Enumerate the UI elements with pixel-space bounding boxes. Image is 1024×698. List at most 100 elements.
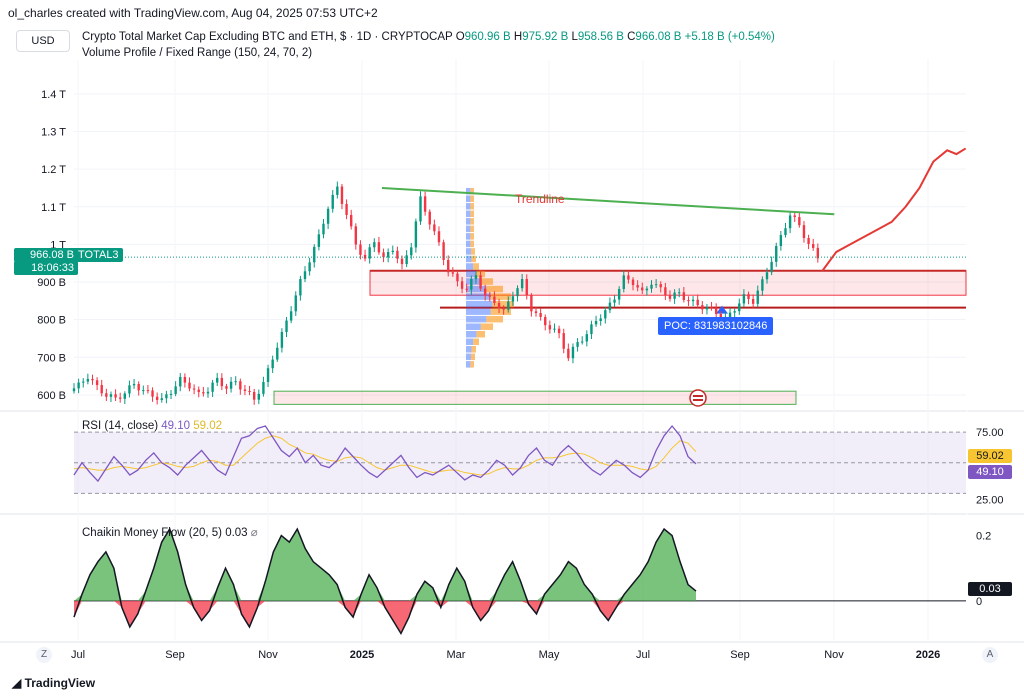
candle-body xyxy=(678,292,681,294)
candle-body xyxy=(682,292,686,301)
candle-body xyxy=(137,383,140,391)
candle-body xyxy=(641,287,644,291)
candle-body xyxy=(211,382,214,392)
candle-body xyxy=(802,225,806,239)
candle-body xyxy=(516,288,519,297)
candle-body xyxy=(146,390,150,392)
candle-body xyxy=(437,231,441,243)
candle-body xyxy=(142,390,145,392)
chart-attribution: ol_charles created with TradingView.com,… xyxy=(8,6,378,20)
candle-body xyxy=(567,348,570,359)
candle-body xyxy=(470,279,473,290)
candle-body xyxy=(807,238,810,245)
candle-body xyxy=(340,186,344,204)
y-tick-label: 800 B xyxy=(37,315,66,327)
candle-body xyxy=(479,275,482,289)
trendline xyxy=(381,186,835,216)
candle-body xyxy=(599,318,602,322)
support-zone xyxy=(369,270,967,296)
candles xyxy=(72,181,820,405)
candle-body xyxy=(765,272,769,280)
candle-body xyxy=(188,382,191,389)
candle-body xyxy=(382,252,385,258)
candle-body xyxy=(257,393,260,400)
volume-bar-up xyxy=(466,308,491,315)
y-tick-label: 1.3 T xyxy=(41,127,66,139)
volume-bar-up xyxy=(466,353,471,361)
candle-body xyxy=(488,295,491,297)
candle-body xyxy=(710,307,713,309)
rsi-tick-label: 25.00 xyxy=(976,494,1004,506)
x-tick-label: Nov xyxy=(258,649,278,661)
candle-body xyxy=(262,381,265,394)
footer-brand: TradingView xyxy=(24,676,96,690)
candle-body xyxy=(650,284,653,289)
candle-body xyxy=(530,295,533,312)
candle-body xyxy=(571,346,575,359)
candle-body xyxy=(608,302,612,311)
candle-body xyxy=(798,217,801,226)
candle-body xyxy=(775,246,778,262)
volume-bar-up xyxy=(466,218,471,225)
candle-body xyxy=(105,393,108,397)
cmf-value: 0.03 xyxy=(225,527,248,539)
symbol-tag: TOTAL3 xyxy=(74,248,123,262)
candle-body xyxy=(174,386,177,394)
candle-body xyxy=(271,359,274,369)
candle-body xyxy=(497,302,501,309)
candle-body xyxy=(289,311,293,321)
candle-body xyxy=(636,285,639,288)
candle-body xyxy=(276,347,279,360)
last-price-tag: 966.08 B xyxy=(14,248,78,262)
candle-body xyxy=(160,398,163,400)
candle-body xyxy=(197,389,200,393)
candle-body xyxy=(511,296,515,302)
candle-body xyxy=(400,258,404,265)
volume-bar-down xyxy=(470,225,474,233)
auto-scale-button[interactable]: A xyxy=(982,647,998,663)
candle-body xyxy=(119,397,122,399)
candle-body xyxy=(460,281,464,289)
x-tick-label: Jul xyxy=(636,649,650,661)
candle-body xyxy=(285,320,288,333)
currency-button[interactable]: USD xyxy=(16,30,70,52)
x-tick-label: May xyxy=(539,649,560,661)
candle-body xyxy=(691,299,695,302)
volume-bar-down xyxy=(490,293,511,300)
zoom-reset-button[interactable]: Z xyxy=(36,647,52,663)
volume-bar-down xyxy=(470,187,474,195)
candle-body xyxy=(493,296,496,303)
candle-body xyxy=(243,389,247,391)
y-tick-label: 1.2 T xyxy=(41,164,66,176)
candle-body xyxy=(123,393,127,399)
trendline-label: Trendline xyxy=(515,192,565,206)
candle-body xyxy=(229,381,233,389)
x-tick-label: 2025 xyxy=(350,649,374,661)
y-tick-label: 900 B xyxy=(37,277,66,289)
cmf-hide-icon[interactable]: ⌀ xyxy=(250,527,258,539)
candle-body xyxy=(576,342,579,347)
candle-body xyxy=(248,390,251,392)
rsi-tick-label: 75.00 xyxy=(976,427,1004,439)
candle-body xyxy=(617,289,621,300)
rsi-title: RSI (14, close) xyxy=(82,420,159,432)
symbol-legend: Crypto Total Market Cap Excluding BTC an… xyxy=(82,31,775,43)
y-tick-label: 700 B xyxy=(37,352,66,364)
candle-body xyxy=(812,244,815,248)
y-tick-label: 1.4 T xyxy=(41,89,66,101)
candle-body xyxy=(659,284,662,288)
candle-body xyxy=(391,250,394,253)
candle-body xyxy=(738,303,741,312)
volume-bar-up xyxy=(466,323,481,330)
volume-bar-up xyxy=(466,248,471,255)
flag-stripe xyxy=(693,399,703,401)
volume-bar-up xyxy=(466,361,471,368)
candle-body xyxy=(631,279,635,286)
candle-body xyxy=(377,242,381,253)
candle-body xyxy=(756,290,759,304)
candle-body xyxy=(534,311,538,313)
volume-bar-up xyxy=(466,255,472,263)
candle-body xyxy=(386,252,390,258)
volume-bar-down xyxy=(480,278,493,285)
